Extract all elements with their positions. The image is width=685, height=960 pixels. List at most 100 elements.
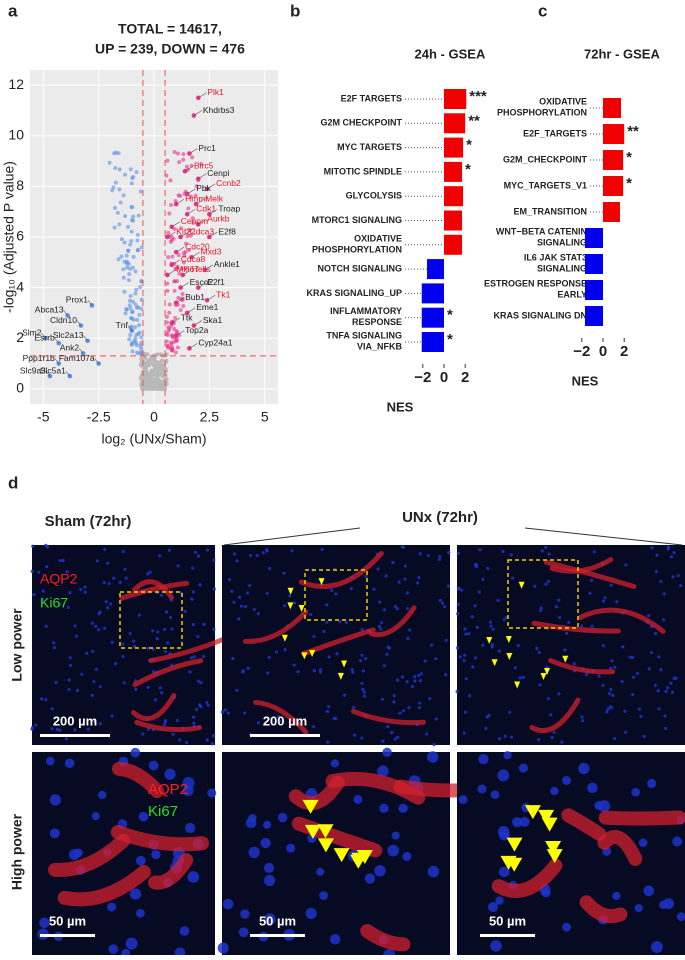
- nucleus: [655, 553, 659, 557]
- cloud-dot: [128, 293, 133, 298]
- tubule: [529, 697, 581, 734]
- nucleus: [620, 680, 624, 684]
- nucleus: [651, 941, 663, 953]
- nucleus: [378, 600, 382, 604]
- nucleus: [418, 679, 422, 683]
- cloud-dot: [174, 329, 179, 334]
- x-tick-label: 2.5: [200, 409, 220, 425]
- cloud-dot: [122, 240, 127, 245]
- nucleus: [471, 665, 475, 669]
- gene-label: Mki67: [176, 264, 199, 274]
- nucleus: [400, 545, 404, 549]
- nucleus: [124, 576, 128, 580]
- chart-title: 72hr - GSEA: [584, 46, 660, 61]
- bar: [444, 137, 464, 158]
- nucleus: [282, 571, 286, 575]
- nucleus: [212, 627, 216, 632]
- cloud-dot: [128, 298, 133, 303]
- nucleus: [391, 831, 400, 840]
- nucleus: [91, 812, 100, 821]
- nucleus: [659, 668, 663, 672]
- gene-label: Ankle1: [214, 259, 240, 269]
- nucleus: [638, 707, 642, 711]
- leader: [204, 264, 214, 271]
- nucleus: [135, 855, 146, 866]
- gene-point: [169, 320, 175, 326]
- cloud-dot: [160, 358, 165, 363]
- nucleus: [162, 723, 167, 727]
- nucleus: [32, 593, 36, 597]
- cloud-dot: [133, 269, 138, 274]
- cloud-dot: [172, 279, 177, 284]
- cloud-dot: [143, 356, 148, 361]
- significance: **: [627, 123, 639, 140]
- cloud-dot: [164, 339, 169, 344]
- nucleus: [95, 559, 100, 563]
- nucleus: [659, 579, 663, 584]
- nucleus: [654, 569, 658, 574]
- gene-label: Ank2: [60, 343, 80, 353]
- cloud-dot: [117, 222, 122, 227]
- arrowhead: [281, 634, 288, 642]
- unx-title: UNx (72hr): [402, 509, 478, 526]
- cloud-dot: [139, 335, 144, 340]
- nucleus: [460, 588, 464, 592]
- cloud-dot: [123, 311, 128, 316]
- leader: [171, 317, 180, 324]
- cloud-dot: [134, 287, 139, 292]
- leader: [189, 343, 198, 349]
- nucleus: [325, 620, 329, 624]
- nucleus: [102, 580, 106, 585]
- nucleus: [380, 621, 384, 625]
- nucleus: [594, 801, 604, 811]
- tubule: [531, 620, 621, 634]
- nucleus: [192, 715, 196, 719]
- cloud-dot: [181, 152, 186, 157]
- nucleus: [132, 639, 136, 643]
- gene-label: Kif22: [176, 226, 196, 236]
- nucleus: [470, 615, 474, 619]
- nucleus: [231, 656, 235, 661]
- arrowhead: [544, 667, 551, 675]
- cloud-dot: [165, 288, 170, 293]
- nucleus: [217, 942, 229, 954]
- leader: [198, 173, 207, 180]
- nucleus: [153, 698, 157, 702]
- nucleus: [138, 811, 149, 822]
- cloud-dot: [137, 323, 142, 328]
- nucleus: [312, 725, 316, 729]
- nucleus: [580, 624, 584, 628]
- gene-label: Cyp24a1: [198, 338, 232, 348]
- nucleus: [182, 776, 195, 789]
- nucleus: [518, 763, 528, 773]
- nucleus: [351, 670, 355, 674]
- nucleus: [292, 663, 296, 667]
- nucleus: [83, 585, 87, 589]
- gene-point: [173, 300, 179, 306]
- cloud-dot: [190, 216, 195, 221]
- gene-label: Melk: [205, 193, 224, 203]
- nucleus: [584, 672, 589, 677]
- nucleus: [386, 724, 390, 729]
- arrowhead: [524, 805, 541, 820]
- x-axis-label: NES: [572, 373, 599, 388]
- nucleus: [657, 655, 661, 659]
- y-tick-label: 12: [8, 76, 24, 92]
- cloud-dot: [162, 380, 167, 385]
- nucleus: [49, 828, 60, 839]
- nucleus: [282, 604, 287, 608]
- nucleus: [264, 548, 269, 552]
- nucleus: [601, 644, 605, 648]
- nucleus: [611, 693, 615, 697]
- gene-point: [178, 285, 183, 290]
- nucleus: [456, 551, 461, 555]
- cloud-dot: [179, 266, 184, 271]
- nucleus: [379, 803, 389, 814]
- nucleus: [631, 675, 636, 679]
- nucleus: [381, 739, 385, 743]
- gene-label: Prox1: [66, 295, 88, 305]
- x-tick-label: 2: [620, 343, 628, 360]
- nucleus: [438, 554, 442, 558]
- nucleus: [316, 867, 325, 876]
- cloud-dot: [128, 242, 133, 247]
